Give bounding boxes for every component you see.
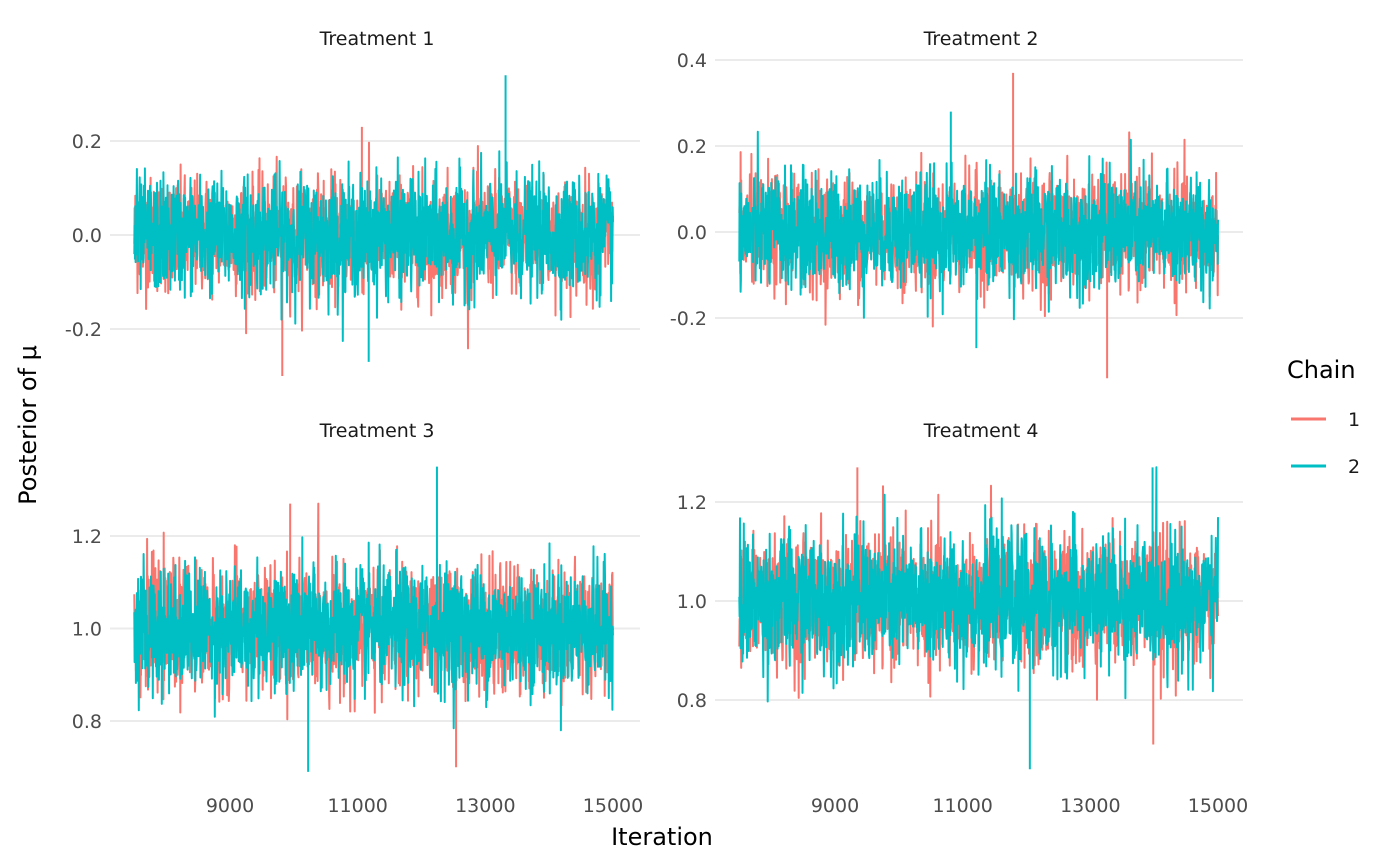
x-tick-label: 15000: [1188, 795, 1248, 817]
y-tick-label: 0.2: [72, 131, 102, 153]
trace-chain-2: [738, 466, 1219, 703]
legend-label-chain-1: 1: [1348, 409, 1360, 431]
y-tick-label: 0.2: [677, 136, 707, 158]
y-tick-label: 0.4: [677, 50, 707, 72]
panel-4: 0.8 1.0 1.2 9000 11000 13000 15000 Treatment 4: [677, 420, 1248, 817]
y-tick-label: 1.2: [677, 492, 707, 514]
x-tick-label: 13000: [1060, 795, 1120, 817]
panel-1: -0.2 0.0 0.2 Treatment 1: [65, 28, 640, 376]
panel-3: 0.8 1.0 1.2 9000 11000 13000 15000 Treatment 3: [72, 420, 643, 817]
x-tick-label: 11000: [327, 795, 387, 817]
panel-title: Treatment 4: [923, 420, 1039, 442]
trace-chain-2: [738, 130, 1219, 321]
x-axis-title: Iteration: [611, 823, 713, 851]
x-tick-label: 9000: [811, 795, 859, 817]
y-tick-label: 1.0: [677, 591, 707, 613]
x-tick-label: 11000: [932, 795, 992, 817]
y-tick-label: 0.0: [677, 222, 707, 244]
legend-label-chain-2: 2: [1348, 456, 1360, 478]
y-tick-label: 0.8: [72, 711, 102, 733]
y-tick-label: 0.8: [677, 690, 707, 712]
panel-2: -0.2 0.0 0.2 0.4 Treatment 2: [670, 28, 1243, 379]
x-tick-label: 9000: [206, 795, 254, 817]
x-tick-label: 13000: [455, 795, 515, 817]
trace-chain-2: [133, 150, 614, 342]
y-tick-label: 1.2: [72, 526, 102, 548]
y-tick-label: 1.0: [72, 619, 102, 641]
panel-title: Treatment 2: [923, 28, 1039, 50]
legend: Chain 1 2: [1287, 356, 1360, 478]
panel-title: Treatment 3: [319, 420, 435, 442]
legend-title: Chain: [1287, 356, 1356, 384]
y-tick-label: -0.2: [65, 319, 102, 341]
trace-chain-2: [133, 536, 614, 732]
y-tick-label: 0.0: [72, 225, 102, 247]
x-tick-label: 15000: [583, 795, 643, 817]
panel-title: Treatment 1: [319, 28, 435, 50]
y-tick-label: -0.2: [670, 308, 707, 330]
y-axis-title: Posterior of μ: [14, 345, 42, 505]
